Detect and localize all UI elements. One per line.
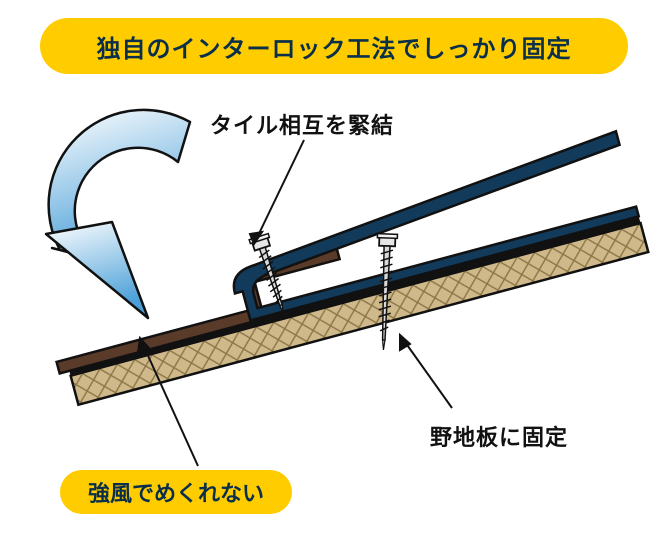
- curved-arrow: [46, 110, 190, 318]
- label-board-fix: 野地板に固定: [430, 420, 568, 452]
- callout-wind-proof: 強風でめくれない: [60, 470, 292, 514]
- label-tile-bind: タイル相互を緊結: [210, 108, 394, 140]
- interlock-diagram: [0, 0, 668, 535]
- roof-board: [69, 215, 649, 404]
- label-tile-bind-text: タイル相互を緊結: [210, 113, 394, 138]
- roof-assembly: [47, 131, 649, 404]
- callout-wind-proof-text: 強風でめくれない: [88, 476, 264, 508]
- label-board-fix-text: 野地板に固定: [430, 425, 568, 450]
